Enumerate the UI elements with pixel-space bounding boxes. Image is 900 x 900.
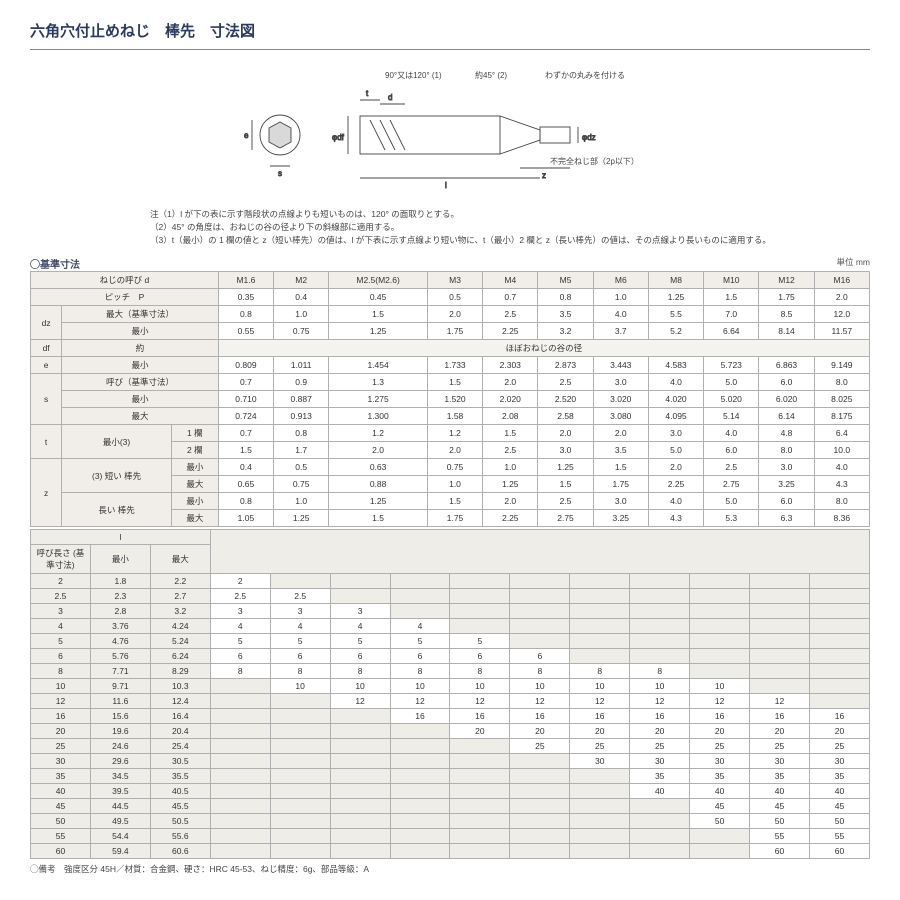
notes: 注（1）l が下の表に示す階段状の点線よりも短いものは、120° の面取りとする… bbox=[150, 208, 870, 246]
svg-text:z: z bbox=[542, 171, 546, 180]
svg-text:l: l bbox=[445, 181, 447, 190]
svg-text:φdf: φdf bbox=[332, 133, 345, 142]
svg-text:s: s bbox=[278, 169, 282, 178]
footnote: ◯備考 強度区分 45H／材質：合金鋼、硬さ：HRC 45-53、ねじ精度：6g… bbox=[30, 863, 870, 875]
svg-text:d: d bbox=[388, 93, 392, 102]
section-head: ◯基準寸法単位 mm bbox=[30, 256, 870, 271]
length-table: l 呼び長さ (基準寸法) 最小 最大 21.82.222.52.32.72.5… bbox=[30, 529, 870, 859]
svg-text:不完全ねじ部（2p以下）: 不完全ねじ部（2p以下） bbox=[550, 156, 639, 166]
svg-text:t: t bbox=[366, 89, 369, 98]
svg-text:わずかの丸みを付ける: わずかの丸みを付ける bbox=[545, 70, 625, 80]
svg-text:e: e bbox=[244, 131, 249, 140]
svg-text:約45° (2): 約45° (2) bbox=[475, 70, 507, 80]
dimension-table: ねじの呼び d M1.6M2M2.5(M2.6) M3M4M5 M6M8M10 … bbox=[30, 271, 870, 527]
svg-text:φdz: φdz bbox=[582, 133, 596, 142]
diagram: s e l z t d φdf φdz 90°又は120° (1) 約45° (… bbox=[30, 60, 870, 200]
svg-text:90°又は120° (1): 90°又は120° (1) bbox=[385, 71, 442, 80]
page-title: 六角穴付止めねじ 棒先 寸法図 bbox=[30, 12, 870, 50]
